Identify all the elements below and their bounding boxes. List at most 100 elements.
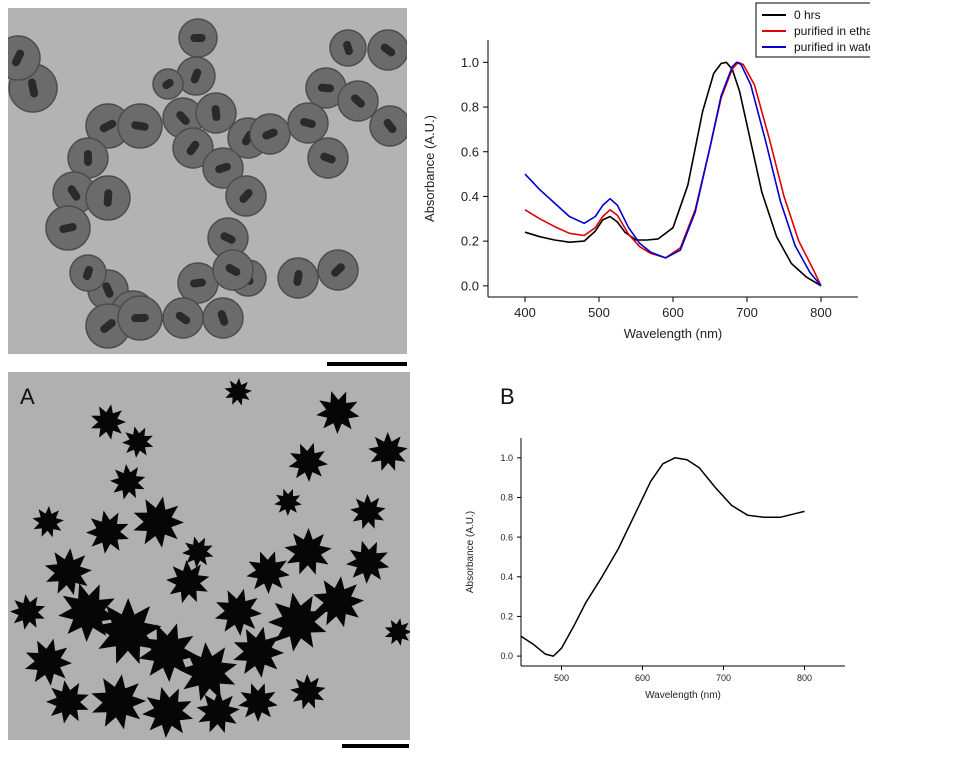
y-tick-label: 0.8 <box>461 100 479 115</box>
particle-core <box>82 265 94 281</box>
particle-core <box>320 152 336 164</box>
particle-core <box>217 310 229 326</box>
particle-core <box>220 232 236 244</box>
particle-core <box>190 34 206 42</box>
x-tick-label: 400 <box>514 305 536 320</box>
y-tick-label: 0.6 <box>500 532 513 542</box>
nanostar-cluster <box>290 674 326 710</box>
tem-particle <box>225 175 267 217</box>
tem-particle <box>177 262 219 304</box>
particle-core <box>351 94 365 108</box>
tem-particle <box>212 249 254 291</box>
tem-particle <box>117 103 163 149</box>
tem-particle <box>202 297 244 339</box>
x-tick-label: 800 <box>797 673 812 683</box>
particle-core <box>99 119 117 133</box>
y-tick-label: 0.0 <box>500 651 513 661</box>
particle-core <box>343 40 353 56</box>
absorbance-chart-bottom-svg: 500 600 700 800 0.0 0.2 0.4 0.6 0.8 1.0 Wavelength… <box>465 438 845 701</box>
tem-particle <box>367 29 407 71</box>
nanostar-cluster <box>350 494 386 530</box>
tem-particle <box>172 127 214 169</box>
nanostar-cluster <box>368 432 408 471</box>
particle-core <box>293 270 303 286</box>
x-axis-title: Wavelength (nm) <box>624 326 723 341</box>
nanostar-cluster <box>284 528 332 575</box>
y-tick-label: 1.0 <box>461 55 479 70</box>
nanostar-cluster <box>384 618 410 646</box>
tem-particle <box>277 257 319 299</box>
series-line-0-hrs <box>524 61 822 287</box>
particle-core <box>162 78 174 90</box>
tem-particle <box>152 68 184 100</box>
tem-particle <box>8 35 41 81</box>
nanostar-cluster <box>91 404 126 440</box>
particle-core <box>186 140 200 156</box>
particle-core <box>215 162 231 174</box>
nanostar-cluster <box>233 626 284 678</box>
nanostar-cluster <box>313 576 364 628</box>
nanostar-cluster <box>25 638 72 686</box>
nanostar-cluster <box>288 442 328 482</box>
nanostar-cluster <box>268 592 327 652</box>
tem-particle <box>287 102 329 144</box>
x-tick-label: 600 <box>635 673 650 683</box>
particle-core <box>383 118 397 134</box>
particle-core <box>131 121 149 131</box>
particle-core <box>380 43 396 57</box>
x-tick-label: 700 <box>736 305 758 320</box>
tem-particle <box>69 254 107 292</box>
tem-image-bottom-graphic <box>8 372 410 740</box>
y-tick-label: 0.8 <box>500 493 513 503</box>
tem-particle <box>202 147 244 189</box>
particle-core <box>103 189 113 207</box>
particle-core <box>175 311 191 325</box>
nanostar-cluster <box>46 680 89 724</box>
nanostar-cluster <box>166 560 210 604</box>
tem-particle <box>45 205 91 251</box>
tem-particle <box>85 175 131 221</box>
y-tick-label: 0.4 <box>461 189 479 204</box>
panel-label-b: B <box>500 384 515 409</box>
tem-particle <box>178 18 218 58</box>
particle-core <box>59 223 77 233</box>
tem-particle <box>117 295 163 341</box>
particle-core <box>190 68 202 84</box>
nanostar-cluster <box>10 594 46 630</box>
nanostar-cluster <box>238 683 278 722</box>
nanostar-cluster <box>214 588 262 636</box>
tem-image-top-graphic <box>8 8 407 354</box>
nanostar-cluster <box>246 551 290 594</box>
x-tick-label: 800 <box>810 305 832 320</box>
tem-particle <box>307 137 349 179</box>
particle-core <box>131 313 149 323</box>
panel-label-a: A <box>20 384 35 409</box>
y-tick-label: 0.6 <box>461 144 479 159</box>
particle-core <box>176 111 190 125</box>
y-axis-title: Absorbance (A.U.) <box>465 511 476 593</box>
nanostar-cluster <box>44 548 92 596</box>
nanostar-cluster <box>86 510 129 554</box>
particle-core <box>11 49 25 67</box>
legend: 0 hrs purified in ethanol purified in wate… <box>755 2 870 58</box>
particle-core <box>67 185 81 201</box>
absorbance-chart-top-svg: 400 500 600 700 800 0.0 0.2 0.4 0.6 0.8 1.0 Wavelen… <box>422 2 870 341</box>
x-tick-label: 500 <box>588 305 610 320</box>
nanostar-cluster <box>32 506 64 538</box>
nanostar-cluster <box>142 686 194 738</box>
x-axis-title: Wavelength (nm) <box>645 690 721 701</box>
y-tick-label: 0.0 <box>461 278 479 293</box>
nanostar-cluster <box>274 488 302 516</box>
nanostar-cluster <box>94 598 162 664</box>
particle-core <box>190 278 206 288</box>
tem-particle <box>195 92 237 134</box>
nanostar-cluster <box>138 623 198 682</box>
tem-particle <box>207 217 249 259</box>
series-line-absorbance <box>520 457 805 657</box>
tem-image-top <box>8 8 407 354</box>
nanostar-cluster <box>122 426 154 458</box>
series-line-purified-in-ethanol <box>524 61 822 287</box>
nanostar-cluster <box>110 464 146 500</box>
nanostar-cluster <box>91 674 146 730</box>
x-tick-label: 700 <box>716 673 731 683</box>
